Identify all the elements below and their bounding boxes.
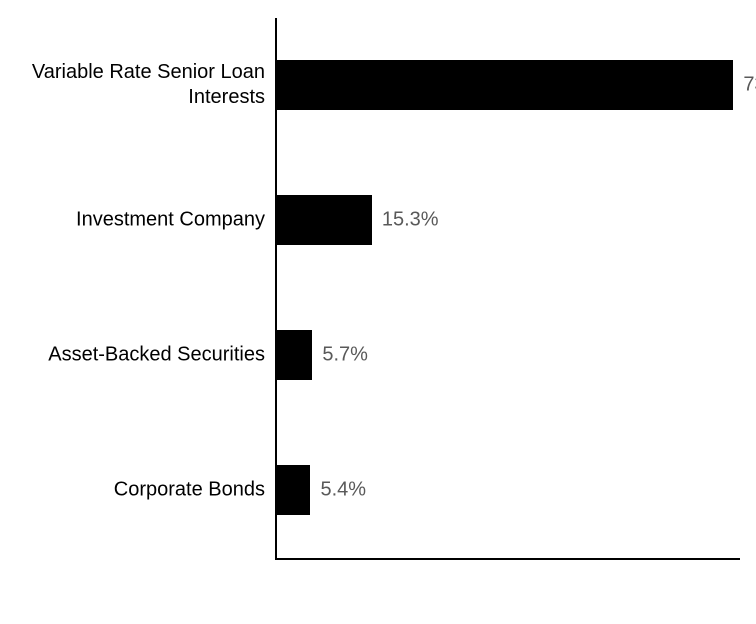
- bar: [277, 60, 733, 110]
- category-label: Corporate Bonds: [5, 478, 265, 503]
- value-label: 15.3%: [382, 209, 439, 232]
- chart-row: Corporate Bonds5.4%: [275, 465, 740, 515]
- category-label: Variable Rate Senior Loan Interests: [5, 60, 265, 110]
- allocation-bar-chart: Variable Rate Senior Loan Interests73.6%…: [0, 0, 756, 624]
- bar: [277, 330, 312, 380]
- value-label: 5.4%: [320, 479, 366, 502]
- x-axis: [275, 558, 740, 560]
- bar: [277, 465, 310, 515]
- value-label: 5.7%: [322, 344, 368, 367]
- bar: [277, 195, 372, 245]
- chart-row: Variable Rate Senior Loan Interests73.6%: [275, 60, 740, 110]
- value-label: 73.6%: [743, 74, 756, 97]
- chart-row: Investment Company15.3%: [275, 195, 740, 245]
- category-label: Asset-Backed Securities: [5, 343, 265, 368]
- category-label: Investment Company: [5, 208, 265, 233]
- plot-area: Variable Rate Senior Loan Interests73.6%…: [275, 18, 740, 558]
- chart-row: Asset-Backed Securities5.7%: [275, 330, 740, 380]
